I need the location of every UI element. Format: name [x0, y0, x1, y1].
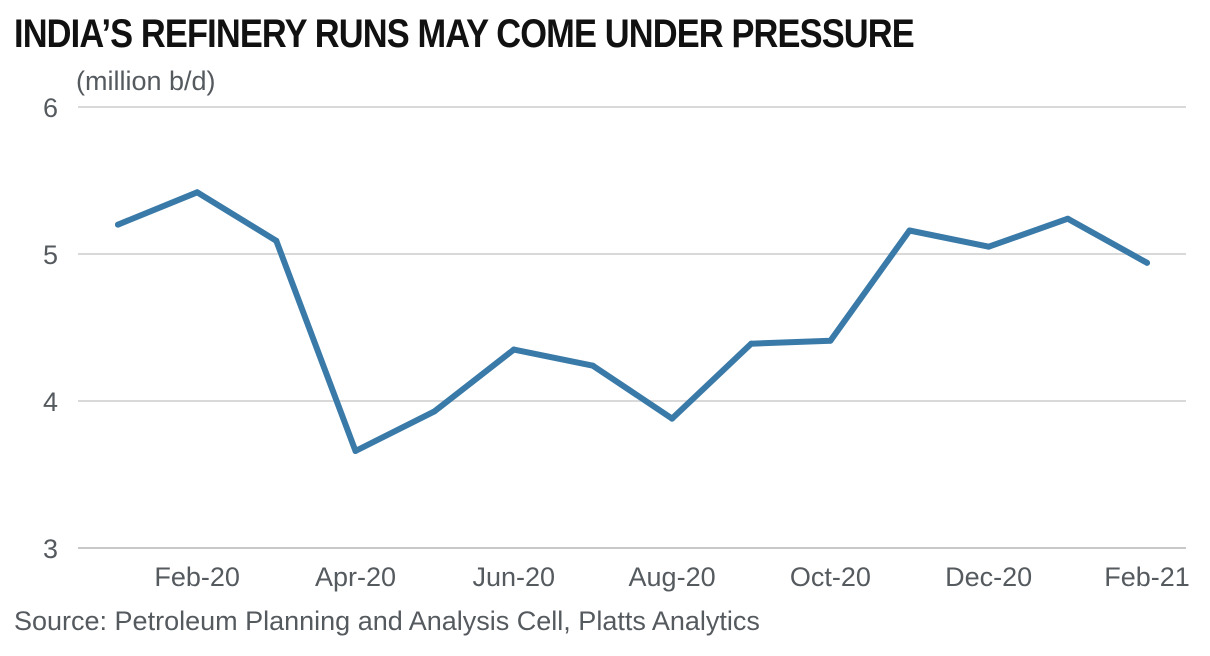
y-tick-label: 5: [43, 240, 58, 270]
data-point: [273, 237, 280, 244]
data-point: [906, 227, 913, 234]
y-axis-unit-label: (million b/d): [76, 66, 216, 96]
x-tick-label: Oct-20: [790, 562, 871, 592]
y-axis-ticks: 3 4 5 6: [43, 93, 58, 564]
data-point: [827, 337, 834, 344]
data-point: [748, 340, 755, 347]
gridlines: [78, 106, 1186, 549]
data-point: [589, 362, 596, 369]
x-tick-label: Aug-20: [629, 562, 716, 592]
data-point: [510, 346, 517, 353]
x-tick-label: Feb-21: [1104, 562, 1190, 592]
x-tick-label: Jun-20: [472, 562, 555, 592]
data-point: [194, 189, 201, 196]
y-tick-label: 4: [43, 387, 58, 417]
y-tick-label: 3: [43, 534, 58, 564]
chart-title: INDIA’S REFINERY RUNS MAY COME UNDER PRE…: [14, 12, 915, 56]
series-layer: [115, 189, 1150, 454]
data-point: [115, 221, 121, 228]
data-point: [985, 243, 992, 250]
x-tick-label: Feb-20: [154, 562, 240, 592]
data-point: [1064, 215, 1071, 222]
series-line: [115, 189, 1150, 454]
x-axis-ticks: Feb-20 Apr-20 Jun-20 Aug-20 Oct-20 Dec-20 Feb-…: [154, 562, 1189, 592]
x-tick-label: Dec-20: [945, 562, 1032, 592]
data-point: [669, 415, 676, 422]
source-note: Source: Petroleum Planning and Analysis …: [14, 606, 760, 636]
y-tick-label: 6: [43, 93, 58, 123]
data-point: [352, 447, 359, 454]
data-point: [431, 408, 438, 415]
x-tick-label: Apr-20: [315, 562, 396, 592]
data-point: [1144, 259, 1150, 266]
